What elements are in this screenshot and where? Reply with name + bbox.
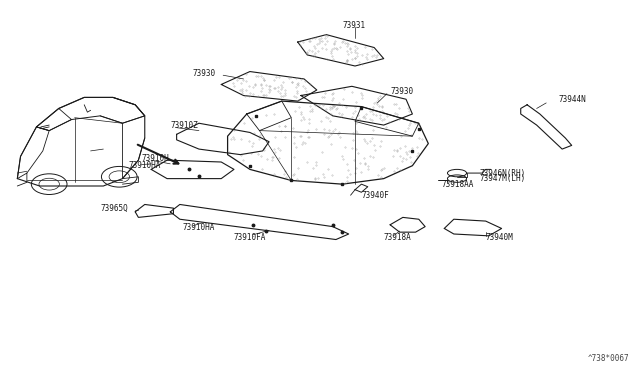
Text: 73931: 73931 bbox=[342, 21, 365, 30]
Text: 73918A: 73918A bbox=[384, 233, 412, 242]
Text: 73918AA: 73918AA bbox=[441, 180, 474, 189]
Text: 73930: 73930 bbox=[193, 69, 216, 78]
Text: 73910H: 73910H bbox=[141, 154, 170, 163]
Text: 73946N(RH): 73946N(RH) bbox=[479, 169, 525, 177]
Text: ^738*0067: ^738*0067 bbox=[588, 354, 629, 363]
Text: 73910FA: 73910FA bbox=[234, 233, 266, 242]
Text: 73940F: 73940F bbox=[362, 191, 389, 200]
Text: 73910HA: 73910HA bbox=[183, 223, 216, 232]
Text: 73910Z: 73910Z bbox=[170, 121, 198, 129]
Text: 73930: 73930 bbox=[390, 87, 413, 96]
Text: 73947M(LH): 73947M(LH) bbox=[479, 174, 525, 183]
Text: 73965Q: 73965Q bbox=[100, 203, 128, 213]
Text: 73944N: 73944N bbox=[559, 95, 587, 104]
Text: 73910HA: 73910HA bbox=[129, 161, 161, 170]
Text: 73940M: 73940M bbox=[486, 233, 513, 242]
